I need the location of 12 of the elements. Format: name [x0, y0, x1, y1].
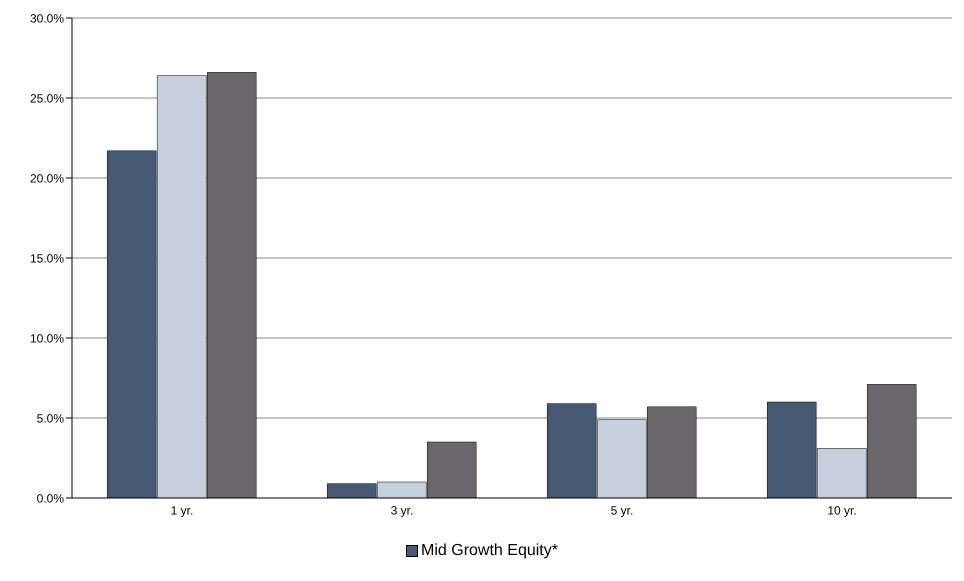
x-tick-label: 10 yr. [827, 504, 857, 518]
y-tick-label: 0.0% [36, 491, 64, 506]
y-tick-label: 15.0% [30, 251, 64, 266]
y-tick-label: 5.0% [36, 411, 64, 426]
y-tick-label: 10.0% [30, 331, 64, 346]
x-tick-label: 1 yr. [170, 504, 194, 518]
y-tick-label: 30.0% [30, 11, 64, 26]
x-tick-label: 5 yr. [610, 504, 634, 518]
y-tick-label: 25.0% [30, 91, 64, 106]
x-tick-label: 3 yr. [390, 504, 414, 518]
y-tick-label: 20.0% [30, 171, 64, 186]
legend-label: Mid Growth Equity* [420, 542, 558, 560]
